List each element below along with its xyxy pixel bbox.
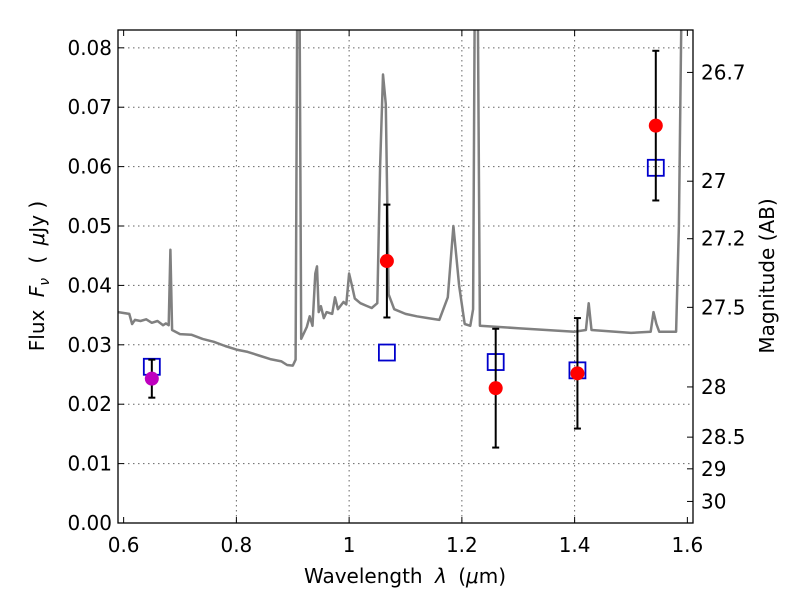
x-axis-label-prefix: Wavelength (304, 564, 423, 588)
y-tick-label: 0.05 (67, 214, 112, 238)
observed-flux-point (570, 366, 585, 381)
x-tick-label: 0.6 (108, 533, 140, 557)
axis-ticks: 0.6 0.8 1 1.2 1.4 1.6 0.00 0.01 0.02 0.03 0.04 0.05… (67, 30, 746, 557)
observed-flux-point (144, 371, 159, 386)
y-axis-label-unit-rest: Jy ) (25, 201, 49, 235)
x-tick-label: 1.4 (559, 533, 591, 557)
x-axis-label-unit-open: ( (458, 564, 466, 588)
y-axis-label-unit-mu: μ (25, 233, 49, 247)
y-axis-label-unit-open: ( (25, 256, 49, 264)
x-axis-label-symbol: λ (434, 564, 447, 588)
x-tick-label: 1.6 (671, 533, 703, 557)
y-tick-label: 0.01 (67, 452, 112, 476)
y-axis-label: Flux Fν ( μJy ) (25, 201, 54, 351)
x-axis-label: Wavelength λ (μm) (304, 564, 506, 588)
x-axis-label-unit-mu: μ (465, 564, 479, 588)
right-axis-label: Magnitude (AB) (755, 198, 779, 353)
y-axis-label-symbol-sub: ν (37, 278, 53, 286)
y-tick-label: 0.06 (67, 155, 112, 179)
observed-flux-point (488, 381, 503, 396)
y-tick-label: 0.02 (67, 392, 112, 416)
observed-flux-point (648, 118, 663, 133)
magnitude-tick-label: 27.2 (701, 227, 746, 251)
model-photometry-marker (377, 343, 396, 362)
plot-frame (117, 29, 694, 524)
magnitude-tick-label: 28 (701, 375, 726, 399)
magnitude-tick-label: 28.5 (701, 425, 746, 449)
y-axis-label-symbol: F (25, 285, 49, 297)
y-tick-label: 0.00 (67, 511, 112, 535)
x-tick-label: 1.2 (446, 533, 478, 557)
y-tick-label: 0.03 (67, 333, 112, 357)
magnitude-tick-label: 26.7 (701, 60, 746, 84)
y-tick-label: 0.04 (67, 273, 112, 297)
observed-flux-point (379, 254, 394, 269)
magnitude-tick-label: 29 (701, 457, 726, 481)
x-tick-label: 0.8 (220, 533, 252, 557)
x-tick-label: 1 (343, 533, 356, 557)
model-spectrum-line (118, 30, 683, 367)
x-axis-label-unit-rest: m) (479, 564, 506, 588)
grid (118, 30, 693, 523)
plot-area (118, 30, 683, 449)
y-axis-label-prefix: Flux (25, 309, 49, 351)
magnitude-tick-label: 27.5 (701, 295, 746, 319)
magnitude-tick-label: 27 (701, 169, 726, 193)
y-tick-label: 0.07 (67, 95, 112, 119)
magnitude-tick-label: 30 (701, 489, 726, 513)
y-tick-label: 0.08 (67, 36, 112, 60)
